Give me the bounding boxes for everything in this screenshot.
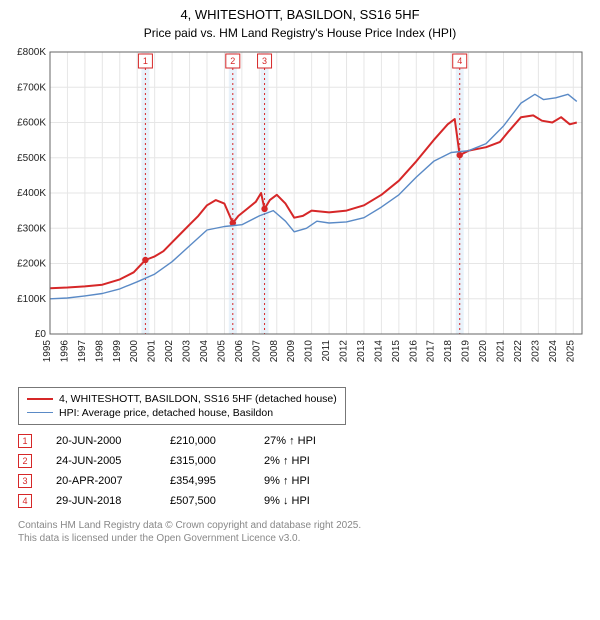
price-chart: £0 £100K £200K £300K £400K £500K £600K £700K £80… [10, 44, 590, 379]
chart-svg: £0 £100K £200K £300K £400K £500K £600K £700K £80… [10, 44, 590, 374]
page-subtitle: Price paid vs. HM Land Registry's House … [0, 26, 600, 44]
sale-delta: 9% ↑ HPI [264, 475, 344, 487]
legend-swatch [27, 412, 53, 413]
sale-delta: 2% ↑ HPI [264, 455, 344, 467]
legend-row: 4, WHITESHOTT, BASILDON, SS16 5HF (detac… [27, 392, 337, 406]
svg-text:2019: 2019 [461, 339, 472, 362]
sales-table: 1 20-JUN-2000 £210,000 27% ↑ HPI 2 24-JUN-200… [18, 431, 590, 511]
svg-text:2016: 2016 [408, 339, 419, 362]
svg-text:2004: 2004 [199, 339, 210, 362]
sale-marker: 3 [18, 474, 32, 488]
svg-text:2: 2 [230, 56, 235, 66]
legend: 4, WHITESHOTT, BASILDON, SS16 5HF (detac… [18, 387, 346, 425]
page-frame: 4, WHITESHOTT, BASILDON, SS16 5HF Price … [0, 0, 600, 620]
svg-text:1995: 1995 [42, 339, 53, 362]
svg-text:2012: 2012 [339, 339, 350, 362]
svg-text:2024: 2024 [548, 339, 559, 362]
sale-marker: 4 [18, 494, 32, 508]
svg-text:4: 4 [457, 56, 462, 66]
sales-row: 3 20-APR-2007 £354,995 9% ↑ HPI [18, 471, 590, 491]
sale-price: £315,000 [170, 455, 240, 467]
svg-text:2014: 2014 [373, 339, 384, 362]
svg-text:2025: 2025 [565, 339, 576, 362]
sale-date: 24-JUN-2005 [56, 455, 146, 467]
sale-delta: 27% ↑ HPI [264, 435, 344, 447]
svg-text:2010: 2010 [304, 339, 315, 362]
svg-text:2017: 2017 [426, 339, 437, 362]
svg-text:2007: 2007 [251, 339, 262, 362]
sales-row: 1 20-JUN-2000 £210,000 27% ↑ HPI [18, 431, 590, 451]
svg-text:2020: 2020 [478, 339, 489, 362]
svg-text:1997: 1997 [77, 339, 88, 362]
svg-text:2023: 2023 [530, 339, 541, 362]
footnote-line: This data is licensed under the Open Gov… [18, 532, 590, 545]
sales-row: 2 24-JUN-2005 £315,000 2% ↑ HPI [18, 451, 590, 471]
svg-text:1996: 1996 [59, 339, 70, 362]
svg-text:£400K: £400K [17, 188, 46, 199]
legend-label: HPI: Average price, detached house, Basi… [59, 407, 273, 419]
legend-row: HPI: Average price, detached house, Basi… [27, 406, 337, 420]
svg-text:£700K: £700K [17, 82, 46, 93]
svg-text:£0: £0 [35, 329, 47, 340]
sale-price: £210,000 [170, 435, 240, 447]
svg-text:£300K: £300K [17, 223, 46, 234]
svg-text:2018: 2018 [443, 339, 454, 362]
svg-text:1998: 1998 [94, 339, 105, 362]
svg-text:3: 3 [262, 56, 267, 66]
svg-text:£800K: £800K [17, 47, 46, 58]
svg-text:2013: 2013 [356, 339, 367, 362]
legend-label: 4, WHITESHOTT, BASILDON, SS16 5HF (detac… [59, 393, 337, 405]
sale-date: 20-JUN-2000 [56, 435, 146, 447]
svg-text:2022: 2022 [513, 339, 524, 362]
sale-date: 20-APR-2007 [56, 475, 146, 487]
sale-marker: 2 [18, 454, 32, 468]
footnote: Contains HM Land Registry data © Crown c… [18, 519, 590, 545]
sale-price: £354,995 [170, 475, 240, 487]
svg-text:2000: 2000 [129, 339, 140, 362]
svg-text:2002: 2002 [164, 339, 175, 362]
svg-text:£600K: £600K [17, 117, 46, 128]
svg-text:2006: 2006 [234, 339, 245, 362]
svg-text:2021: 2021 [496, 339, 507, 362]
svg-text:£500K: £500K [17, 152, 46, 163]
svg-text:2001: 2001 [147, 339, 158, 362]
sale-price: £507,500 [170, 495, 240, 507]
svg-text:£200K: £200K [17, 258, 46, 269]
svg-text:2008: 2008 [269, 339, 280, 362]
svg-text:2015: 2015 [391, 339, 402, 362]
svg-text:2011: 2011 [321, 339, 332, 361]
svg-text:1999: 1999 [112, 339, 123, 362]
footnote-line: Contains HM Land Registry data © Crown c… [18, 519, 590, 532]
sale-marker: 1 [18, 434, 32, 448]
sale-date: 29-JUN-2018 [56, 495, 146, 507]
sale-delta: 9% ↓ HPI [264, 495, 344, 507]
svg-text:2003: 2003 [182, 339, 193, 362]
svg-text:2009: 2009 [286, 339, 297, 362]
svg-text:2005: 2005 [216, 339, 227, 362]
page-title: 4, WHITESHOTT, BASILDON, SS16 5HF [0, 0, 600, 26]
legend-swatch [27, 398, 53, 400]
svg-text:£100K: £100K [17, 293, 46, 304]
sales-row: 4 29-JUN-2018 £507,500 9% ↓ HPI [18, 491, 590, 511]
svg-text:1: 1 [143, 56, 148, 66]
